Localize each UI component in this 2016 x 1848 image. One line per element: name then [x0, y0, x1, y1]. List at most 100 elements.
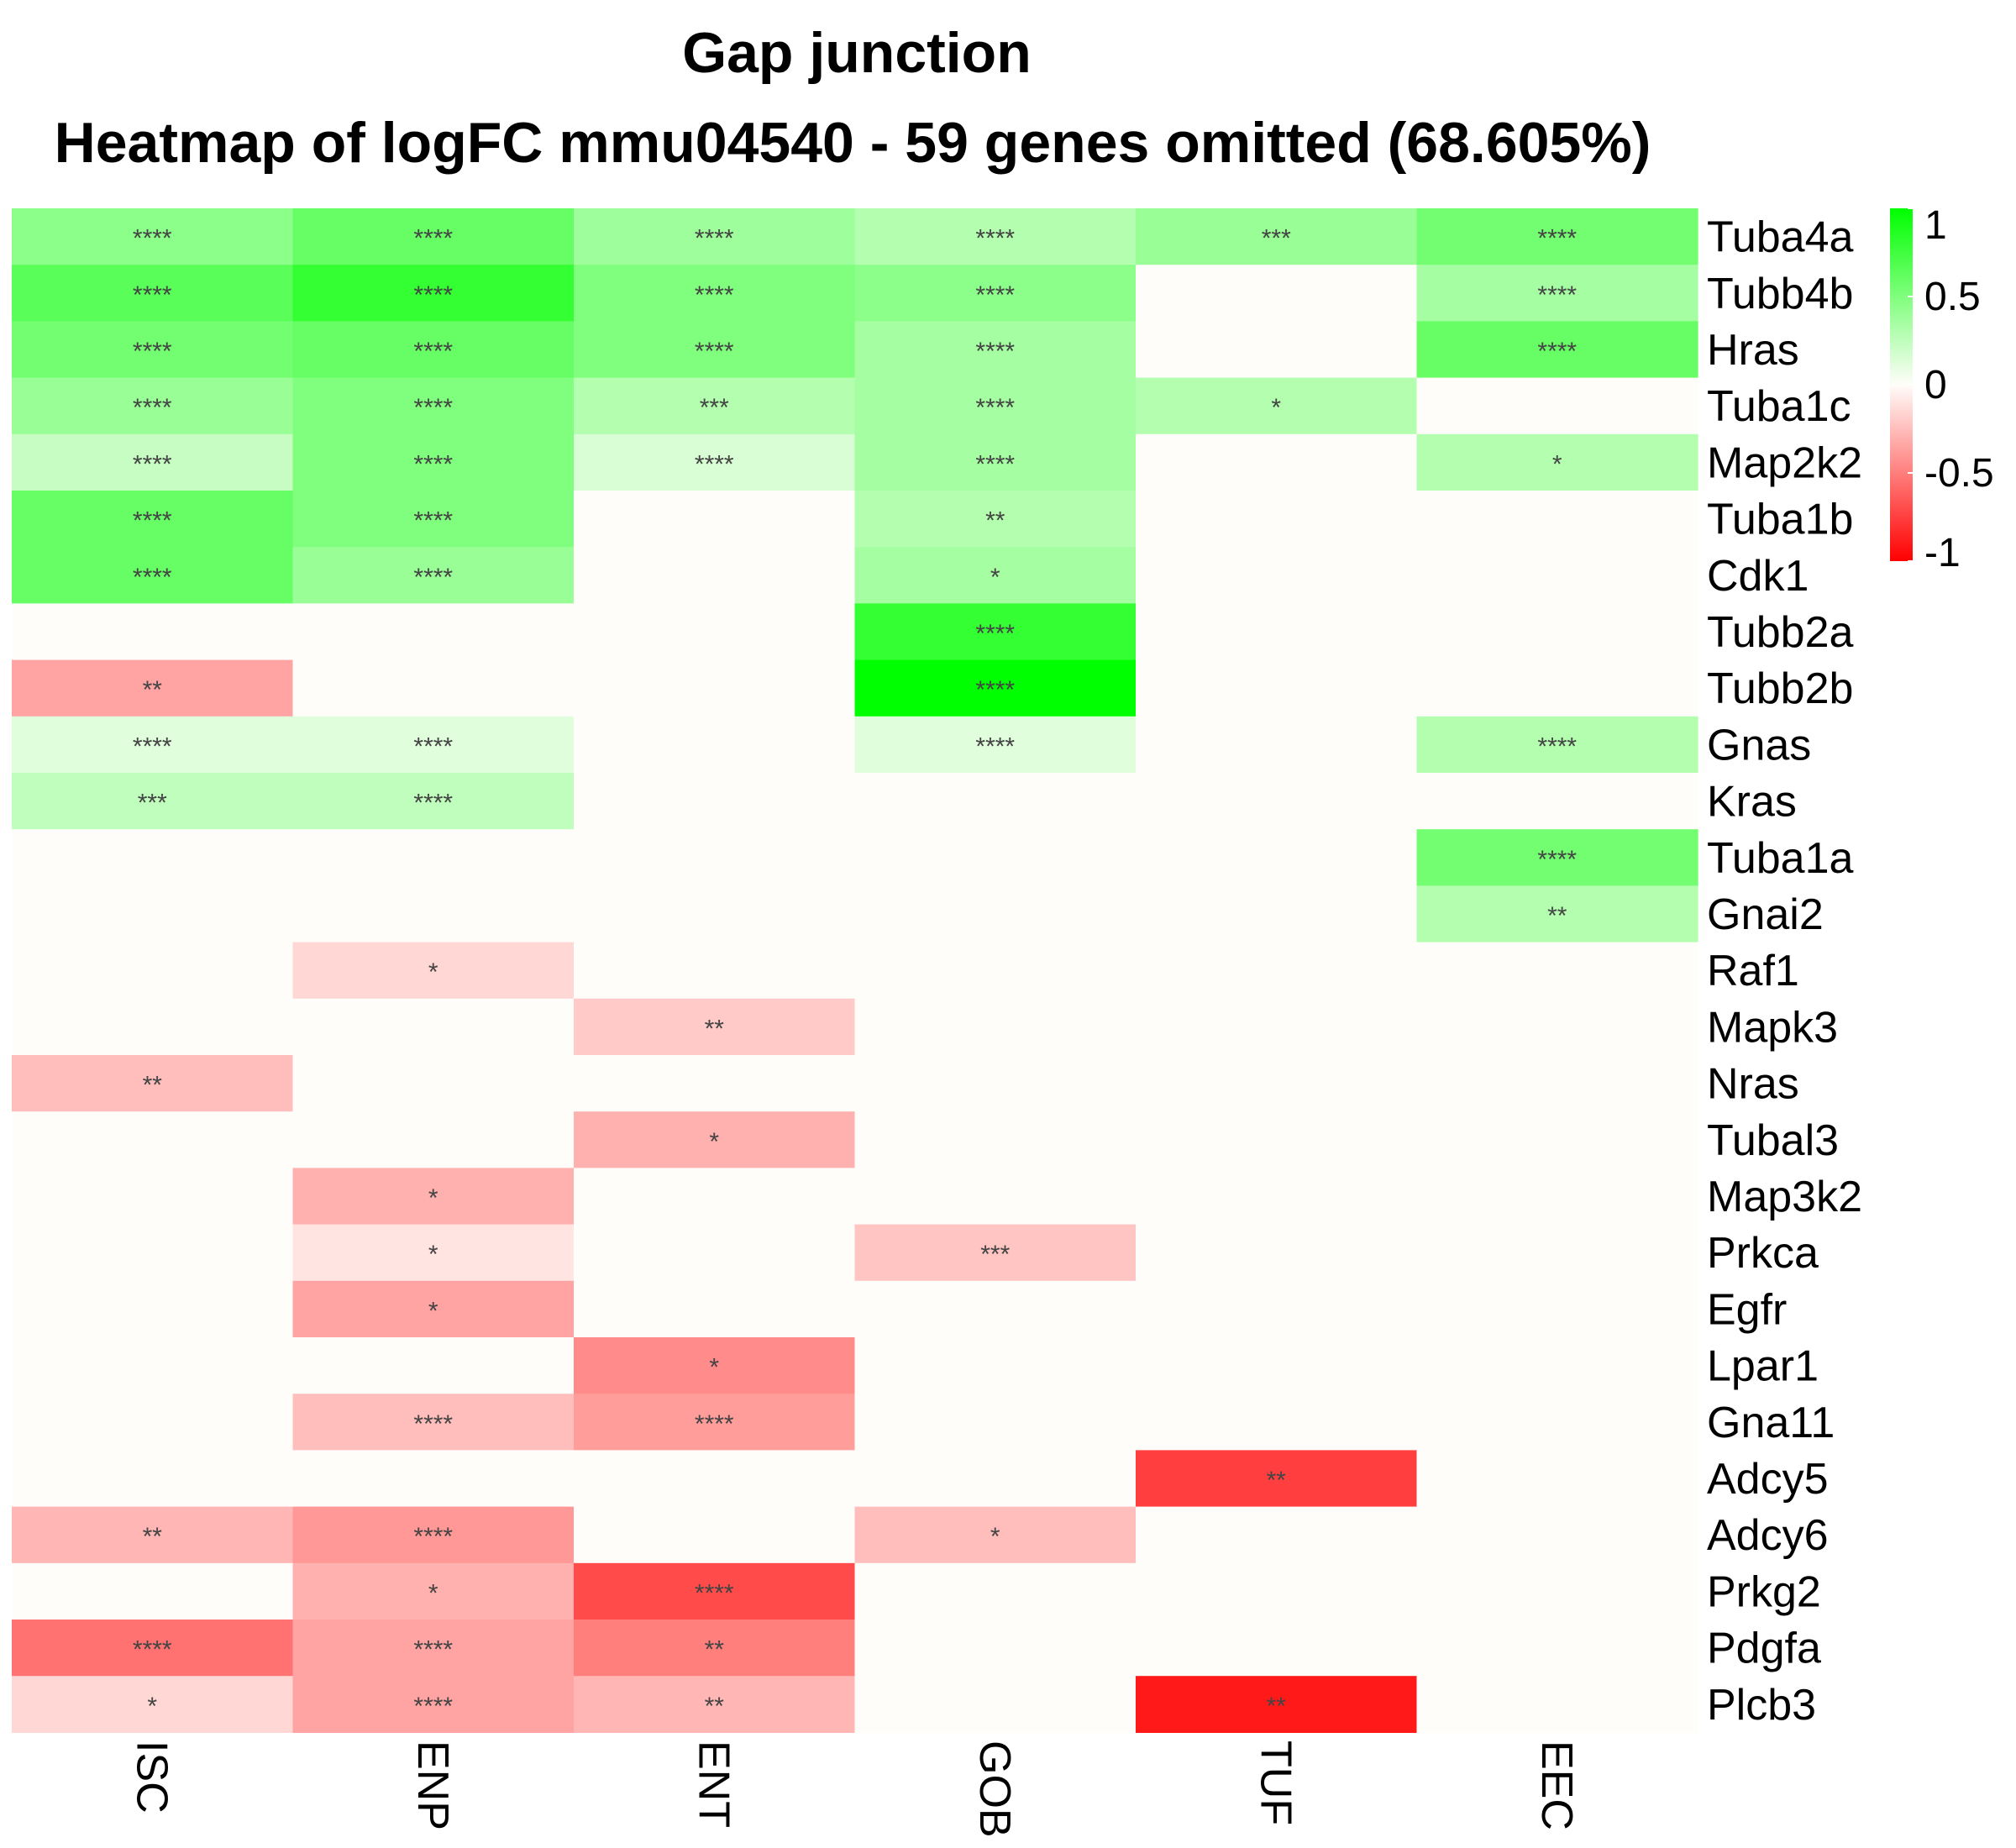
heatmap-cell: [1416, 829, 1698, 886]
heatmap-cell: [854, 1676, 1137, 1733]
heatmap-cell: [12, 433, 294, 491]
significance-label: *: [428, 958, 438, 986]
heatmap-cell: [292, 265, 575, 322]
heatmap-cell: [292, 377, 575, 435]
heatmap-cell: [854, 265, 1137, 322]
heatmap-cells: [12, 208, 1698, 1733]
heatmap-cell: [574, 208, 856, 265]
heatmap-cell: [1136, 1506, 1418, 1564]
row-label: Plcb3: [1707, 1681, 1816, 1730]
heatmap-cell: [574, 716, 856, 774]
row-label: Pdgfa: [1707, 1625, 1821, 1673]
heatmap-cell: [12, 659, 294, 717]
heatmap-cell: [1416, 1168, 1698, 1226]
heatmap-cell: [574, 321, 856, 379]
heatmap-cell: [574, 1620, 856, 1677]
heatmap-cell: [292, 998, 575, 1056]
significance-label: ****: [695, 281, 734, 309]
row-label: Tubb4b: [1707, 270, 1853, 318]
heatmap-cell: [1416, 773, 1698, 830]
column-label: EEC: [1532, 1740, 1581, 1830]
heatmap-cell: [1416, 716, 1698, 774]
heatmap-cell: [1416, 885, 1698, 943]
significance-label: ****: [975, 676, 1015, 704]
heatmap-cell: [854, 1620, 1137, 1677]
legend-tick-label: 1: [1924, 203, 1947, 248]
heatmap-cell: [292, 1055, 575, 1112]
column-label: ISC: [127, 1740, 176, 1814]
significance-label: ****: [1537, 281, 1577, 309]
significance-label: ****: [413, 1523, 453, 1551]
row-label: Tuba1a: [1707, 834, 1854, 883]
heatmap-cell: [292, 433, 575, 491]
heatmap-cell: [1136, 829, 1418, 886]
heatmap-cell: [12, 1280, 294, 1338]
row-label: Tuba1b: [1707, 496, 1853, 544]
heatmap-cell: [854, 377, 1137, 435]
significance-label: ****: [413, 1636, 453, 1664]
legend-tick-label: 0.5: [1924, 275, 1981, 319]
heatmap-cell: [292, 1562, 575, 1620]
heatmap-cell: [574, 265, 856, 322]
row-label: Hras: [1707, 326, 1799, 375]
heatmap-cell: [1136, 491, 1418, 548]
significance-label: ****: [413, 281, 453, 309]
significance-label: **: [705, 1636, 725, 1664]
significance-label: ****: [695, 338, 734, 365]
row-label: Kras: [1707, 778, 1797, 827]
heatmap-cell: [854, 603, 1137, 661]
significance-label: ****: [413, 564, 453, 591]
heatmap-cell: [12, 1337, 294, 1394]
heatmap-cell: [12, 942, 294, 1000]
heatmap-cell: [292, 942, 575, 1000]
heatmap-cell: [292, 1620, 575, 1677]
heatmap-cell: [292, 1168, 575, 1226]
row-label: Tuba1c: [1707, 382, 1851, 431]
row-label: Adcy5: [1707, 1455, 1829, 1504]
heatmap-cell: [854, 659, 1137, 717]
heatmap-cell: [574, 1676, 856, 1733]
significance-label: *: [1552, 450, 1562, 478]
significance-label: **: [1547, 902, 1567, 930]
color-legend: 1 0.5 0 -0.5 -1: [1890, 203, 1994, 575]
significance-label: ****: [133, 281, 172, 309]
heatmap-cell: [292, 491, 575, 548]
heatmap-cell: [1416, 208, 1698, 265]
heatmap-cell: [1136, 1337, 1418, 1394]
heatmap-cell: [1416, 547, 1698, 604]
significance-label: **: [143, 1072, 163, 1100]
heatmap-cell: [854, 998, 1137, 1056]
heatmap-cell: [12, 491, 294, 548]
significance-label: **: [143, 1523, 163, 1551]
row-label: Adcy6: [1707, 1511, 1829, 1560]
heatmap-cell: [854, 1168, 1137, 1226]
significance-label: *: [428, 1184, 438, 1212]
heatmap-cell: [12, 547, 294, 604]
heatmap-cell: [292, 321, 575, 379]
row-labels: Tuba4a Tubb4b Hras Tuba1c Map2k2 Tuba1b Cdk1 Tu…: [1707, 213, 1862, 1730]
row-label: Tubal3: [1707, 1116, 1839, 1165]
heatmap-cell: [12, 603, 294, 661]
significance-label: ****: [133, 225, 172, 253]
heatmap-cell: [1416, 1224, 1698, 1282]
heatmap-cell: [1136, 1676, 1418, 1733]
heatmap-cell: [574, 1280, 856, 1338]
row-label: Gnas: [1707, 721, 1811, 769]
heatmap-cell: [1416, 1562, 1698, 1620]
column-label: TUF: [1251, 1740, 1299, 1825]
significance-label: ****: [695, 1410, 734, 1438]
significance-label: ****: [133, 394, 172, 422]
row-label: Map3k2: [1707, 1173, 1862, 1221]
row-label: Egfr: [1707, 1285, 1787, 1334]
heatmap-cell: [292, 1280, 575, 1338]
significance-label: ****: [695, 1579, 734, 1607]
heatmap-cell: [292, 829, 575, 886]
heatmap-cell: [854, 1224, 1137, 1282]
significance-label: ****: [975, 394, 1015, 422]
significance-label: ****: [695, 450, 734, 478]
significance-label: ****: [413, 732, 453, 760]
row-label: Gna11: [1707, 1399, 1835, 1447]
heatmap-cell: [12, 773, 294, 830]
heatmap-cell: [12, 208, 294, 265]
